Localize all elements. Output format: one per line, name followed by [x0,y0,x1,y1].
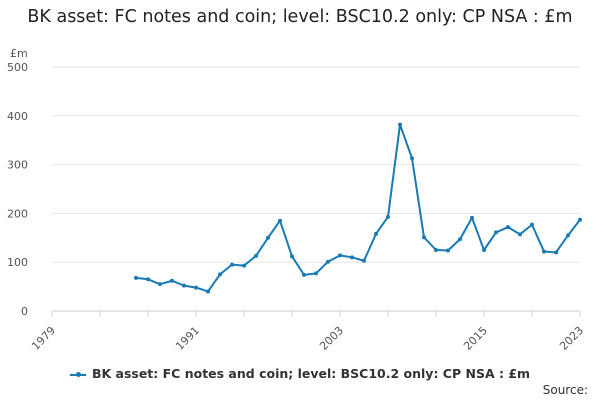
data-point[interactable] [494,230,498,235]
data-point[interactable] [254,253,258,258]
data-point[interactable] [542,249,546,254]
data-point[interactable] [482,248,486,252]
data-point[interactable] [386,214,390,219]
source-label: Source: [542,383,588,397]
data-point[interactable] [530,222,534,227]
data-point[interactable] [218,272,222,277]
data-point[interactable] [134,275,138,280]
x-tick-label: 2003 [317,324,346,353]
data-point[interactable] [194,285,198,290]
data-point[interactable] [446,248,450,253]
data-point[interactable] [326,259,330,264]
data-point[interactable] [338,253,342,258]
y-tick-label: 200 [7,207,28,220]
y-tick-label: 100 [7,256,28,269]
series-line[interactable] [135,123,581,293]
data-point[interactable] [278,218,282,223]
data-point[interactable] [518,232,522,237]
data-point[interactable] [506,225,510,230]
x-tick-label: 1979 [29,324,58,353]
legend-label: BK asset: FC notes and coin; level: BSC1… [91,366,531,381]
data-point[interactable] [170,278,174,283]
data-point[interactable] [458,237,462,242]
data-point[interactable] [314,271,318,276]
data-point[interactable] [146,277,150,282]
y-axis-label: £m [10,47,28,60]
y-tick-label: 500 [7,61,28,74]
data-point[interactable] [206,289,210,294]
data-point[interactable] [350,255,354,260]
data-point[interactable] [566,233,570,238]
data-point[interactable] [470,215,474,220]
data-point[interactable] [182,283,186,288]
y-tick-label: 300 [7,159,28,172]
data-point[interactable] [302,272,306,277]
data-point[interactable] [422,235,426,240]
legend[interactable]: BK asset: FC notes and coin; level: BSC1… [0,366,600,381]
y-tick-label: 400 [7,110,28,123]
data-point[interactable] [554,250,558,255]
data-point[interactable] [242,263,246,268]
data-point[interactable] [410,156,414,161]
data-point[interactable] [362,258,366,263]
x-tick-label: 1991 [173,324,202,353]
data-point[interactable] [290,254,294,259]
data-point[interactable] [398,122,402,127]
y-tick-label: 0 [21,305,28,318]
legend-marker-icon [69,371,86,377]
data-point[interactable] [158,282,162,287]
data-point[interactable] [578,217,582,222]
chart-title: BK asset: FC notes and coin; level: BSC1… [27,7,573,27]
data-point[interactable] [374,231,378,236]
data-point[interactable] [266,235,270,240]
x-tick-label: 2023 [557,324,586,353]
data-point[interactable] [434,248,438,252]
data-point[interactable] [230,262,234,267]
x-tick-label: 2015 [461,324,490,353]
